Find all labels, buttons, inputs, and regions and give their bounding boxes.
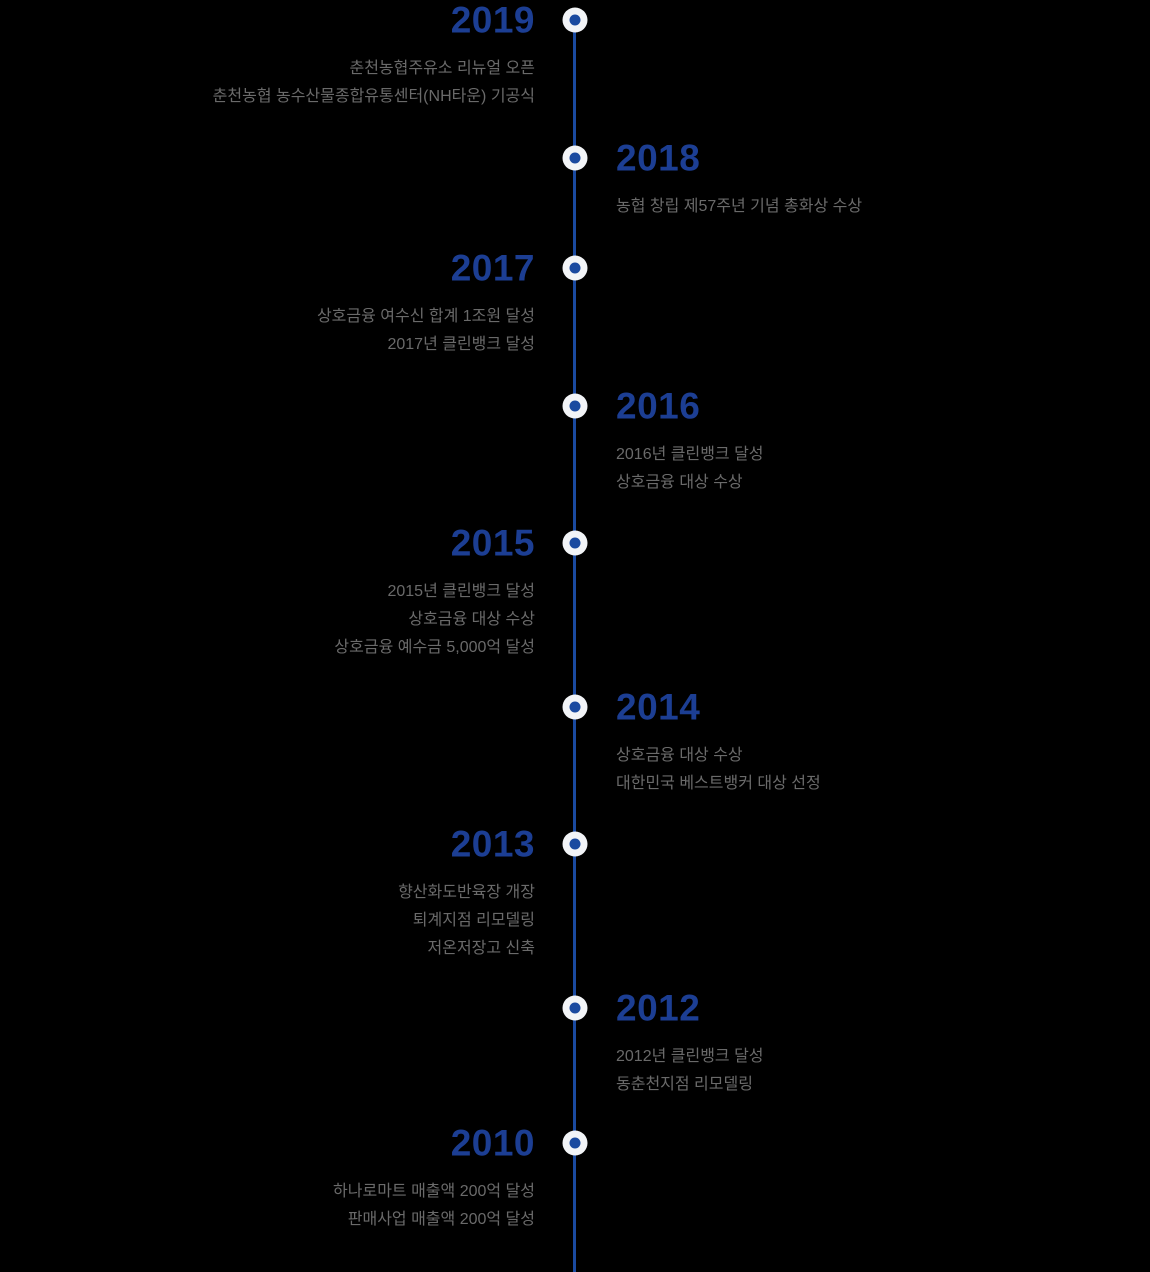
timeline-dot [562,7,588,33]
timeline-dot [562,995,588,1021]
timeline-descriptions: 춘천농협주유소 리뉴얼 오픈 춘천농협 농수산물종합유통센터(NH타운) 기공식 [213,55,535,111]
timeline-axis-line [573,20,576,1272]
timeline-entry: 농협 창립 제57주년 기념 총화상 수상 [616,198,863,215]
timeline-year: 2012 [616,987,701,1029]
timeline-descriptions: 상호금융 여수신 합계 1조원 달성 2017년 클린뱅크 달성 [317,303,535,359]
timeline-descriptions: 2016년 클린뱅크 달성 상호금융 대상 수상 [616,441,764,497]
timeline-entry: 하나로마트 매출액 200억 달성 [333,1183,535,1200]
timeline-dot [562,694,588,720]
timeline-entry: 2016년 클린뱅크 달성 [616,446,764,463]
timeline-entry: 퇴계지점 리모델링 [412,912,535,929]
timeline-dot [562,255,588,281]
timeline-descriptions: 향산화도반육장 개장 퇴계지점 리모델링 저온저장고 신축 [398,879,535,963]
timeline-entry: 판매사업 매출액 200억 달성 [347,1211,535,1228]
timeline-dot-core [569,400,581,412]
timeline-dot [562,1130,588,1156]
timeline-entry: 2017년 클린뱅크 달성 [387,336,535,353]
timeline-dot-core [569,537,581,549]
timeline-dot-core [569,262,581,274]
timeline-year: 2016 [616,385,701,427]
timeline-entry: 춘천농협 농수산물종합유통센터(NH타운) 기공식 [212,88,535,105]
timeline-entry: 상호금융 대상 수상 [616,747,743,764]
timeline-year: 2010 [450,1122,535,1164]
timeline-entry: 2015년 클린뱅크 달성 [387,583,535,600]
timeline-dot-core [569,701,581,713]
timeline-year: 2015 [450,522,535,564]
timeline-dot-core [569,152,581,164]
timeline-dot-core [569,1002,581,1014]
timeline-year: 2014 [616,686,701,728]
timeline-descriptions: 상호금융 대상 수상 대한민국 베스트뱅커 대상 선정 [616,742,821,798]
timeline-entry: 대한민국 베스트뱅커 대상 선정 [616,775,821,792]
timeline-entry: 상호금융 대상 수상 [616,474,743,491]
timeline-descriptions: 2015년 클린뱅크 달성 상호금융 대상 수상 상호금융 예수금 5,000억… [334,578,535,662]
timeline-dot [562,831,588,857]
timeline-year: 2018 [616,137,701,179]
timeline-dot [562,530,588,556]
timeline-descriptions: 2012년 클린뱅크 달성 동춘천지점 리모델링 [616,1043,764,1099]
timeline-dot [562,393,588,419]
timeline-entry: 향산화도반육장 개장 [398,884,535,901]
timeline-year: 2013 [450,823,535,865]
timeline-descriptions: 농협 창립 제57주년 기념 총화상 수상 [616,193,862,221]
timeline-entry: 상호금융 여수신 합계 1조원 달성 [316,308,535,325]
timeline-entry: 저온저장고 신축 [427,940,536,957]
timeline-dot-core [569,838,581,850]
timeline-descriptions: 하나로마트 매출액 200억 달성 판매사업 매출액 200억 달성 [333,1178,535,1234]
timeline-entry: 2012년 클린뱅크 달성 [616,1048,764,1065]
timeline-dot-core [569,1137,581,1149]
timeline-year: 2017 [450,247,535,289]
timeline-dot-core [569,14,581,26]
timeline-year: 2019 [450,0,535,41]
timeline-entry: 춘천농협주유소 리뉴얼 오픈 [349,60,535,77]
timeline-dot [562,145,588,171]
timeline-entry: 상호금융 대상 수상 [408,611,535,628]
timeline-entry: 상호금융 예수금 5,000억 달성 [334,639,535,656]
timeline-entry: 동춘천지점 리모델링 [616,1076,753,1093]
